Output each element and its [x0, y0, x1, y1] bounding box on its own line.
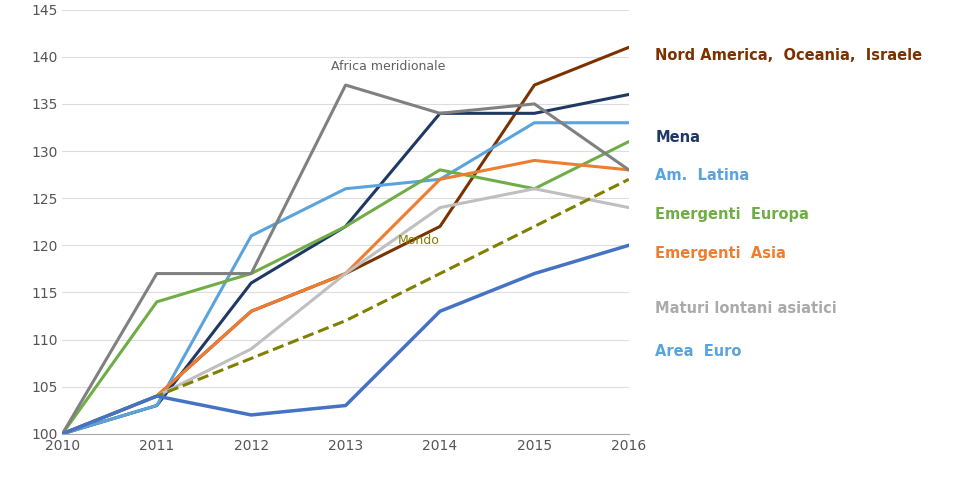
Text: Am.  Latina: Am. Latina — [656, 168, 750, 184]
Text: Emergenti  Asia: Emergenti Asia — [656, 245, 786, 261]
Text: Mena: Mena — [656, 130, 700, 145]
Text: Africa meridionale: Africa meridionale — [331, 60, 445, 73]
Text: Emergenti  Europa: Emergenti Europa — [656, 207, 809, 222]
Text: Maturi lontani asiatici: Maturi lontani asiatici — [656, 301, 837, 316]
Text: Area  Euro: Area Euro — [656, 344, 742, 360]
Text: Nord America,  Oceania,  Israele: Nord America, Oceania, Israele — [656, 48, 923, 63]
Text: Mondo: Mondo — [397, 234, 440, 247]
